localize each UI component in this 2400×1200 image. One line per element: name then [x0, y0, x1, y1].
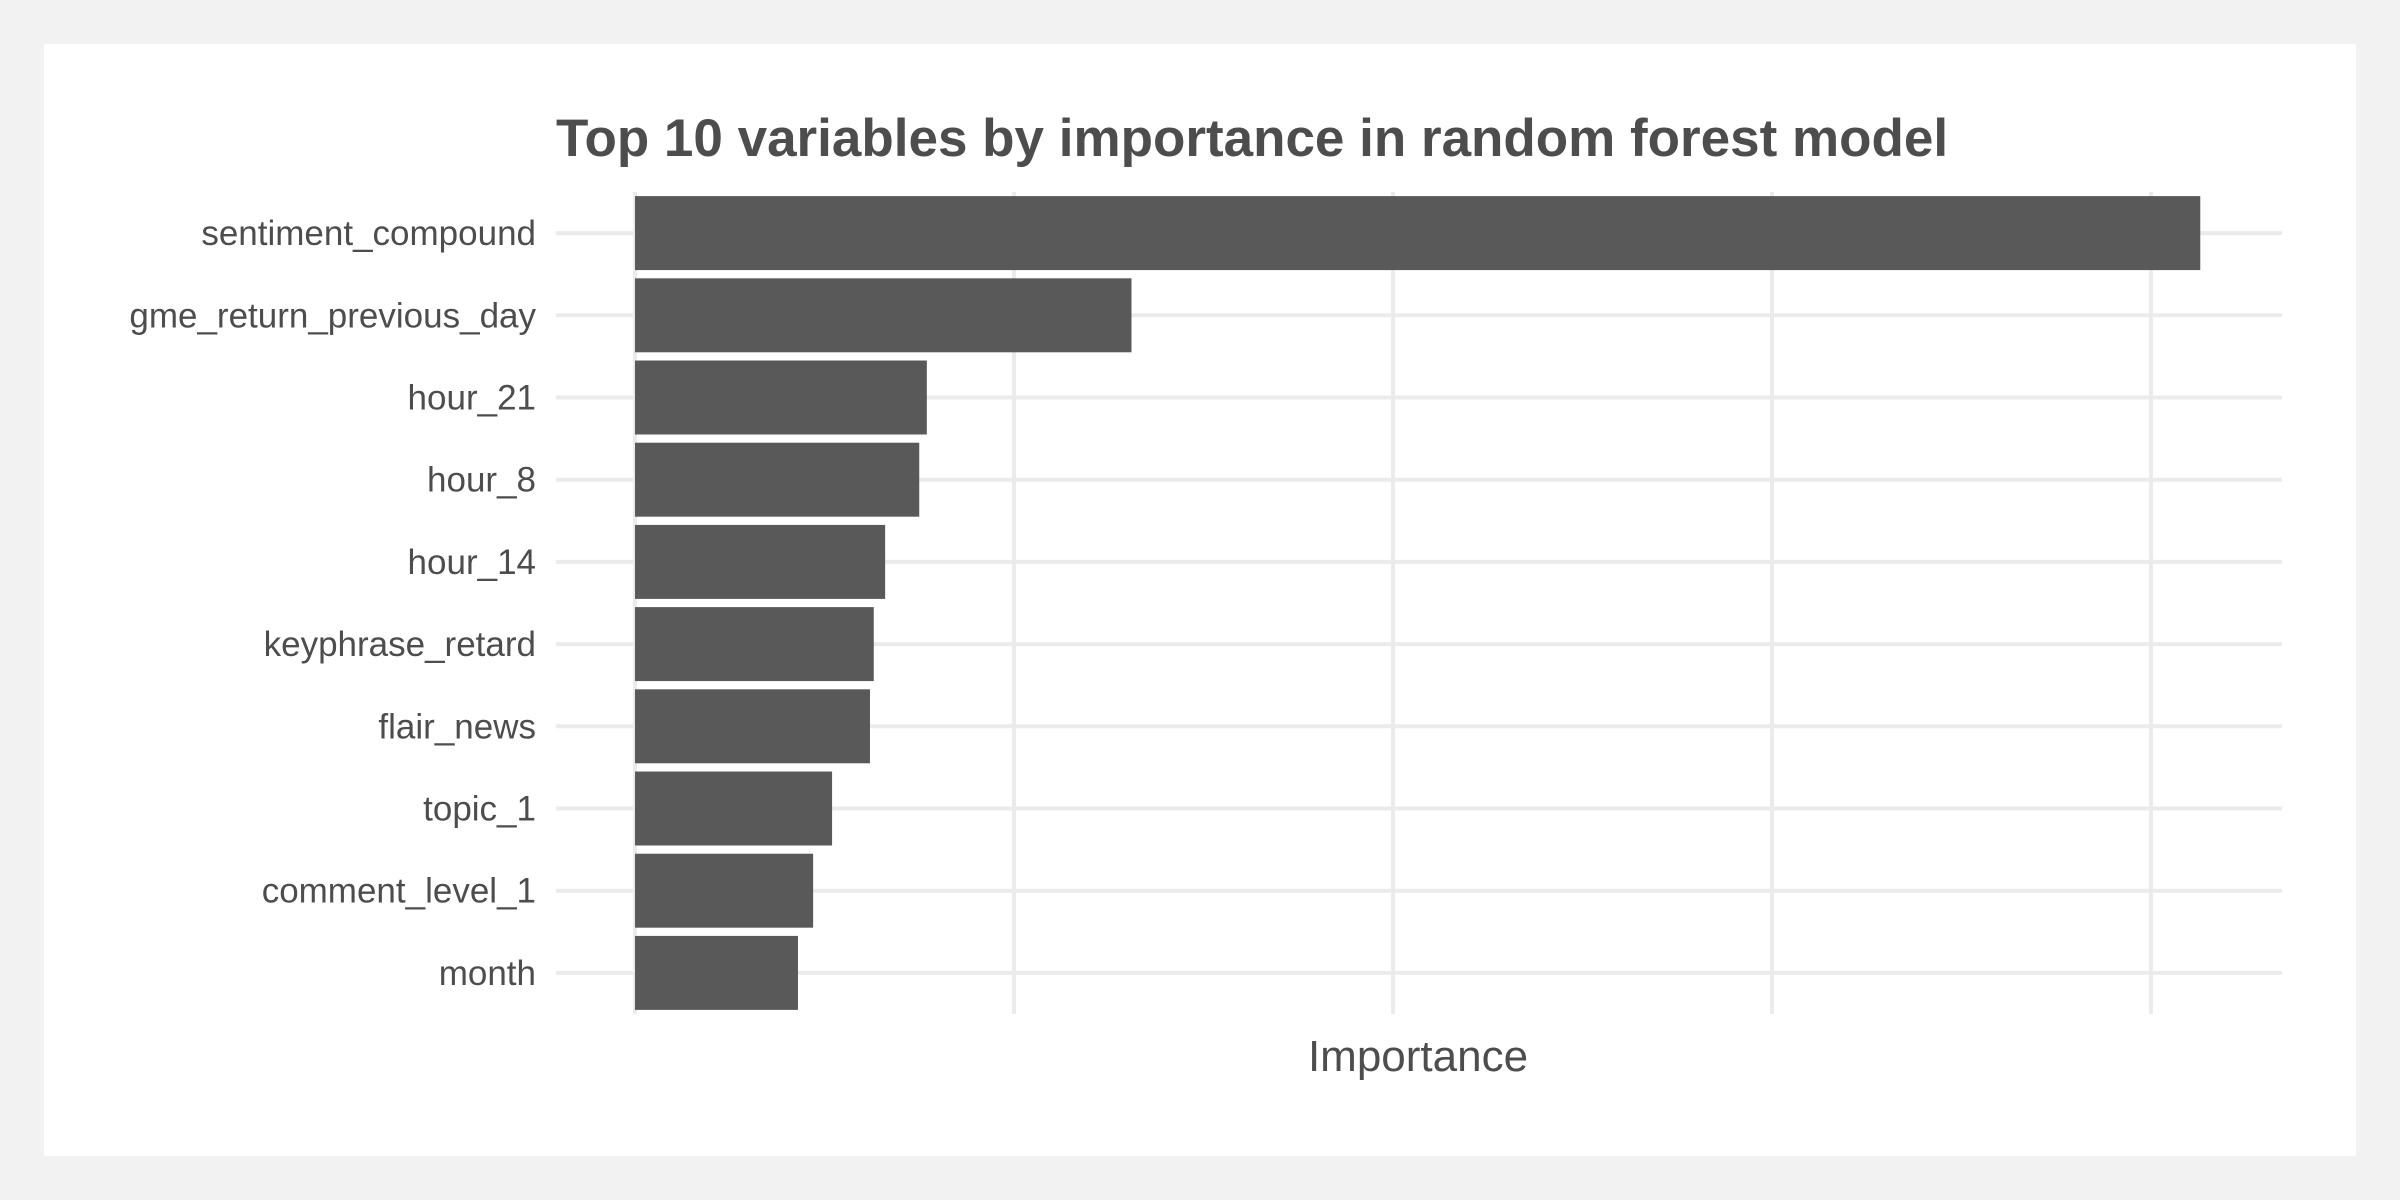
bar-sentiment_compound — [635, 196, 2201, 271]
bar-month — [635, 935, 798, 1010]
y-tick-label-topic_1: topic_1 — [423, 790, 536, 829]
bar-hour_8 — [635, 442, 920, 517]
chart-title: Top 10 variables by importance in random… — [556, 109, 1948, 168]
bar-hour_14 — [635, 524, 886, 599]
y-tick-label-gme_return_previous_day: gme_return_previous_day — [129, 296, 536, 335]
bar-topic_1 — [635, 771, 833, 846]
bar-keyphrase_retard — [635, 607, 874, 682]
y-tick-label-keyphrase_retard: keyphrase_retard — [264, 625, 536, 664]
y-tick-label-hour_8: hour_8 — [427, 461, 536, 500]
bar-comment_level_1 — [635, 853, 814, 928]
y-tick-label-hour_21: hour_21 — [408, 379, 536, 418]
y-tick-label-flair_news: flair_news — [378, 707, 536, 746]
bar-flair_news — [635, 689, 870, 764]
y-tick-label-month: month — [439, 954, 536, 993]
y-tick-label-hour_14: hour_14 — [408, 543, 536, 582]
bar-gme_return_previous_day — [635, 278, 1132, 353]
y-tick-label-sentiment_compound: sentiment_compound — [201, 214, 536, 253]
y-tick-label-comment_level_1: comment_level_1 — [262, 872, 536, 911]
y-tick-labels: sentiment_compound gme_return_previous_da… — [129, 214, 536, 993]
bar-hour_21 — [635, 360, 927, 435]
x-axis-label: Importance — [1308, 1032, 1528, 1081]
bar-layer — [635, 196, 2201, 1010]
